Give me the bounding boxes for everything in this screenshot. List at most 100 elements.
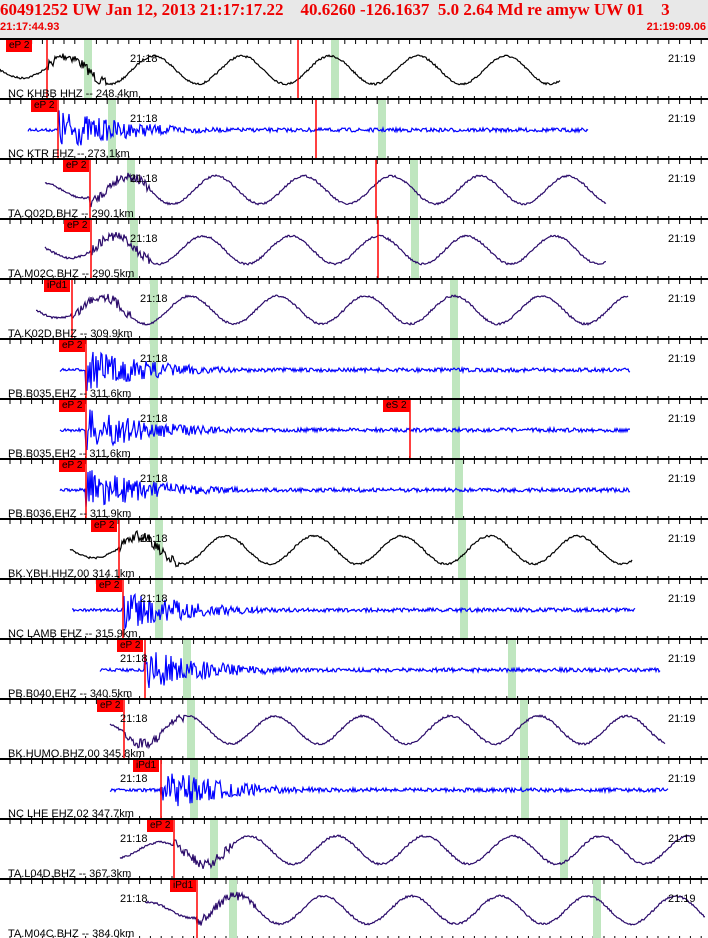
waveform-plot (9, 700, 702, 758)
p-pick-label[interactable]: eP 2 (59, 340, 86, 352)
waveform-trace (144, 891, 706, 926)
waveform-trace (69, 530, 633, 568)
station-label: NC KHBB HHZ -- 248.4km (8, 88, 139, 98)
trace-row[interactable]: 21:18 21:19 eP 2 NC KTR EHZ -- 273.1km (0, 98, 708, 158)
phase-window-marker (130, 220, 138, 278)
minute-label-2118: 21:18 (130, 233, 158, 245)
trace-row[interactable]: 21:18 21:19 eP 2 BK.HUMO.BHZ.00 345.8km (0, 698, 708, 758)
minute-label-2119: 21:19 (668, 713, 696, 725)
end-time: 21:19:09.06 (646, 21, 706, 33)
minute-label-2118: 21:18 (140, 413, 168, 425)
trace-row[interactable]: 21:18 21:19 eP 2 PB.B040.EHZ -- 340.5km (0, 638, 708, 698)
minute-label-2118: 21:18 (130, 113, 158, 125)
station-label: TA.M04C.BHZ -- 384.0km (8, 928, 135, 938)
minute-label-2119: 21:19 (668, 893, 696, 905)
phase-window-marker (150, 400, 158, 458)
phase-window-marker (150, 280, 158, 338)
phase-window-marker (452, 340, 460, 398)
waveform-trace (59, 470, 631, 507)
station-label: BK.HUMO.BHZ.00 345.8km (8, 748, 145, 758)
p-pick-label[interactable]: eP 2 (63, 160, 90, 172)
phase-window-marker (455, 460, 463, 518)
trace-row[interactable]: 21:18 21:19 iPd1 TA.K02D.BHZ -- 309.9km (0, 278, 708, 338)
minute-label-2118: 21:18 (140, 353, 168, 365)
p-pick-label[interactable]: iPd1 (170, 880, 197, 892)
p-pick-label[interactable]: eP 2 (117, 640, 144, 652)
p-pick-label[interactable]: eP 2 (64, 220, 91, 232)
minute-label-2119: 21:19 (668, 773, 696, 785)
trace-row[interactable]: 21:18 21:19 eP 2 NC KHBB HHZ -- 248.4km (0, 38, 708, 98)
station-label: PB.B040.EHZ -- 340.5km (8, 688, 133, 698)
phase-window-marker (450, 280, 458, 338)
minute-label-2118: 21:18 (120, 893, 148, 905)
phase-window-marker (108, 100, 116, 158)
time-ticks (9, 640, 702, 698)
waveform-plot (9, 100, 702, 158)
waveform-plot (9, 760, 702, 818)
waveform-plot (9, 460, 702, 518)
p-pick-label[interactable]: eP 2 (91, 520, 118, 532)
minute-label-2118: 21:18 (120, 713, 148, 725)
station-label: PB.B036.EHZ -- 311.9km (8, 508, 132, 518)
trace-row[interactable]: 21:18 21:19 eP 2 TA.M02C.BHZ -- 290.5km (0, 218, 708, 278)
trace-row[interactable]: 21:18 21:19 eP 2 PB.B036.EHZ -- 311.9km (0, 458, 708, 518)
p-pick-label[interactable]: eP 2 (147, 820, 174, 832)
station-label: PB.B035.EHZ -- 311.6km (8, 388, 132, 398)
minute-label-2118: 21:18 (140, 473, 168, 485)
phase-window-marker (378, 100, 386, 158)
waveform-plot (9, 340, 702, 398)
p-pick-label[interactable]: iPd1 (44, 280, 71, 292)
minute-label-2119: 21:19 (668, 233, 696, 245)
trace-row[interactable]: 21:18 21:19 eP 2 NC LAMB EHZ -- 315.9km (0, 578, 708, 638)
minute-label-2118: 21:18 (140, 533, 168, 545)
minute-label-2118: 21:18 (140, 593, 168, 605)
phase-window-marker (521, 760, 529, 818)
trace-row[interactable]: 21:18 21:19 eP 2 TA.L04D.BHZ -- 367.3km (0, 818, 708, 878)
waveform-trace (59, 351, 631, 392)
trace-row[interactable]: 21:18 21:19 iPd1 TA.M04C.BHZ -- 384.0km (0, 878, 708, 938)
trace-row[interactable]: 21:18 21:19 eP 2 TA.Q02D.BHZ -- 290.1km (0, 158, 708, 218)
waveform-trace (109, 773, 669, 807)
p-pick-label[interactable]: iPd1 (133, 760, 160, 772)
start-time: 21:17:44.93 (0, 21, 60, 33)
trace-row[interactable]: 21:18 21:19 eP 2 BK.YBH.HHZ.00 314.1km (0, 518, 708, 578)
minute-label-2119: 21:19 (668, 473, 696, 485)
waveform-trace (99, 652, 661, 688)
p-pick-label[interactable]: eP 2 (31, 100, 58, 112)
minute-label-2118: 21:18 (120, 773, 148, 785)
waveform-trace (36, 293, 629, 327)
p-pick-label[interactable]: eP 2 (59, 400, 86, 412)
event-title: 60491252 UW Jan 12, 2013 21:17:17.22 40.… (0, 0, 670, 19)
s-pick-label[interactable]: eS 2 (383, 400, 410, 412)
waveform-trace (109, 713, 666, 750)
seismogram-panel[interactable]: 21:18 21:19 eP 2 NC KHBB HHZ -- 248.4km 21:1… (0, 38, 708, 938)
p-pick-label[interactable]: eP 2 (59, 460, 86, 472)
phase-window-marker (331, 40, 339, 98)
minute-label-2119: 21:19 (668, 353, 696, 365)
station-label: NC LAMB EHZ -- 315.9km (8, 628, 138, 638)
time-ticks (9, 700, 702, 758)
trace-row[interactable]: 21:18 21:19 eP 2 PB.B035.EHZ -- 311.6km (0, 338, 708, 398)
minute-label-2119: 21:19 (668, 413, 696, 425)
trace-row[interactable]: 21:18 21:19 eP 2 eS 2 PB.B035.EH2 -- 311.6km (0, 398, 708, 458)
waveform-plot (9, 640, 702, 698)
station-label: TA.M02C.BHZ -- 290.5km (8, 268, 135, 278)
minute-label-2119: 21:19 (668, 533, 696, 545)
waveform-trace (27, 110, 589, 147)
waveform-plot (9, 880, 706, 938)
p-pick-label[interactable]: eP 2 (97, 700, 124, 712)
waveform-trace (0, 53, 561, 87)
waveform-plot (0, 40, 702, 98)
minute-label-2119: 21:19 (668, 173, 696, 185)
station-label: TA.K02D.BHZ -- 309.9km (8, 328, 133, 338)
minute-label-2119: 21:19 (668, 53, 696, 65)
minute-label-2118: 21:18 (120, 653, 148, 665)
phase-window-marker (411, 220, 419, 278)
p-pick-label[interactable]: eP 2 (6, 40, 33, 52)
trace-row[interactable]: 21:18 21:19 iPd1 NC LHE EHZ 02 347.7km (0, 758, 708, 818)
phase-window-marker (190, 760, 198, 818)
waveform-trace (44, 231, 606, 266)
p-pick-label[interactable]: eP 2 (96, 580, 123, 592)
station-label: NC LHE EHZ 02 347.7km (8, 808, 134, 818)
waveform-trace (71, 593, 636, 631)
